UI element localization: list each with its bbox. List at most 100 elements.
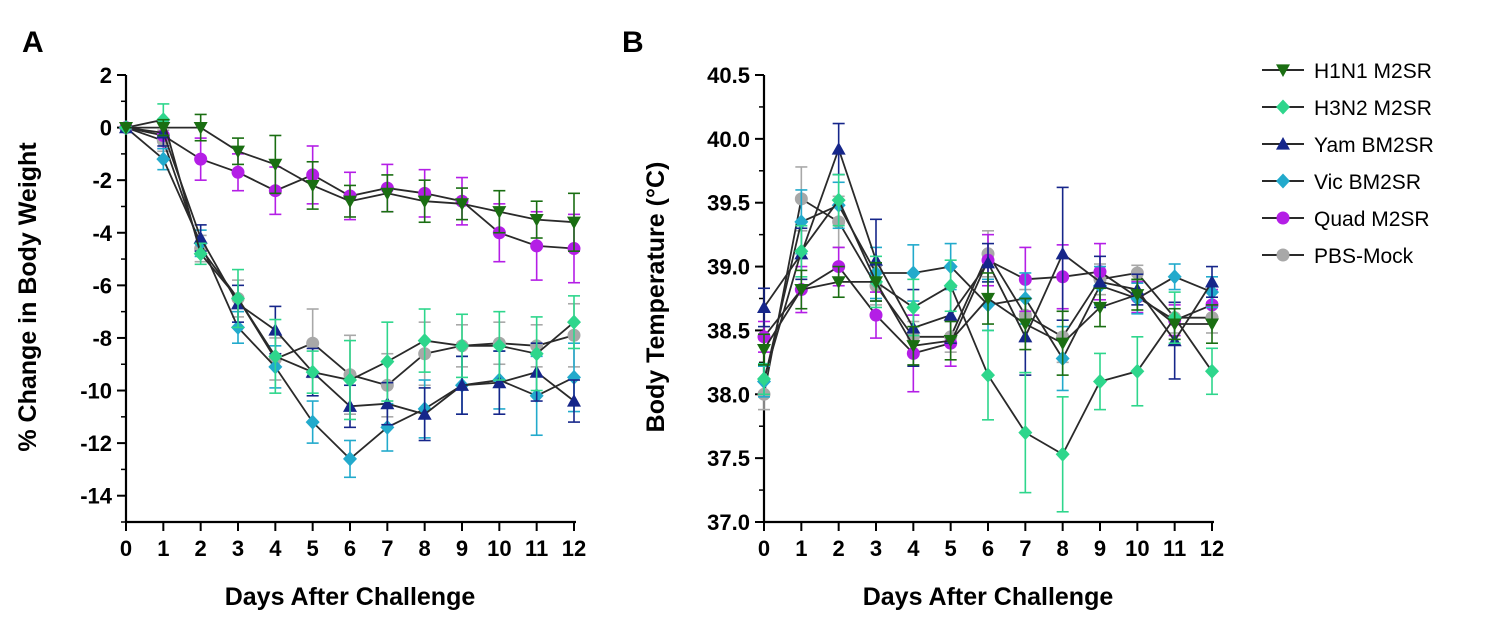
data-point (1130, 266, 1144, 280)
data-point (492, 375, 507, 389)
panel-a-y-tick-label: -12 (80, 431, 112, 456)
panel-label-b: B (622, 26, 644, 59)
legend-marker (1276, 64, 1290, 77)
data-point (455, 338, 469, 354)
data-point (906, 340, 921, 353)
panel-b-x-tick-label: 6 (982, 536, 994, 561)
data-point (567, 369, 581, 385)
legend-label: H1N1 M2SR (1314, 60, 1432, 83)
data-point (529, 214, 544, 227)
panel-a-x-tick-label: 0 (120, 536, 132, 561)
data-point (231, 145, 245, 159)
data-point (305, 179, 320, 193)
panel-a-y-tick-label: 0 (100, 116, 112, 141)
legend-label: Yam BM2SR (1314, 134, 1434, 157)
data-point (794, 243, 809, 259)
panel-b-x-tick-label: 7 (1019, 536, 1031, 561)
panel-b-y-tick-label: 40.5 (707, 63, 750, 88)
legend-item-yam-bm2sr: Yam BM2SR (1262, 134, 1434, 157)
legend-label: H3N2 M2SR (1314, 97, 1432, 120)
data-point (1018, 425, 1033, 441)
panel-b-x-tick-label: 1 (795, 536, 807, 561)
data-point (1130, 289, 1145, 302)
data-point (1205, 363, 1219, 379)
legend: H1N1 M2SR H3N2 M2SR Yam BM2SR Vic BM2SR Quad… (1262, 60, 1434, 268)
panel-b-y-tick-label: 39.5 (707, 191, 750, 216)
panel-a-x-tick-label: 3 (232, 536, 244, 561)
data-point (380, 419, 395, 435)
legend-marker (1276, 137, 1290, 150)
panel-a-x-tick-label: 9 (456, 536, 468, 561)
panel-a-x-tick-label: 11 (525, 536, 548, 561)
panel-b-chart: 40.540.039.539.038.538.037.537.00 1 2 3 4 5 6 7… (642, 63, 1224, 611)
panel-a-y-tick-label: 2 (100, 63, 112, 88)
legend-marker (1276, 211, 1290, 225)
panel-b-x-tick-label: 11 (1163, 536, 1186, 561)
data-point (757, 343, 771, 357)
data-point (530, 239, 544, 253)
data-point (794, 283, 809, 297)
data-point (231, 291, 245, 306)
data-point (567, 216, 581, 230)
legend-label: Quad M2SR (1314, 208, 1430, 231)
panel-b-y-axis-title: Body Temperature (°C) (642, 162, 670, 433)
data-point (529, 346, 544, 362)
panel-a-y-tick-label: -14 (80, 484, 113, 509)
data-point (1093, 274, 1107, 288)
data-point (193, 121, 208, 135)
panel-a-y-axis-title: % Change in Body Weight (14, 142, 42, 452)
legend-marker (1276, 248, 1290, 262)
data-point (943, 278, 958, 294)
data-point (380, 396, 395, 410)
legend-item-h3n2-m2sr: H3N2 M2SR (1262, 97, 1432, 120)
data-point (193, 246, 208, 262)
data-point (194, 152, 208, 166)
data-point (1205, 274, 1219, 288)
panel-b-x-tick-label: 4 (907, 536, 920, 561)
panel-label-a: A (22, 26, 44, 59)
data-point (757, 300, 771, 314)
data-point (906, 265, 921, 281)
data-point (1018, 318, 1033, 332)
data-point (1055, 446, 1070, 462)
legend-item-pbs-mock: PBS-Mock (1262, 245, 1414, 268)
data-point (869, 308, 883, 322)
data-point (1130, 363, 1145, 379)
legend-item-quad-m2sr: Quad M2SR (1262, 208, 1430, 231)
data-point (492, 206, 507, 219)
data-point (1093, 374, 1107, 390)
data-point (343, 451, 357, 467)
data-point (981, 367, 995, 383)
data-point (231, 165, 245, 179)
panel-b-x-tick-label: 9 (1094, 536, 1106, 561)
panel-b-x-tick-label: 12 (1200, 536, 1224, 561)
panel-a-x-tick-label: 12 (562, 536, 586, 561)
panel-a-x-tick-label: 2 (195, 536, 207, 561)
panel-b-series-h3n2-m2sr (757, 173, 1219, 513)
data-point (1093, 301, 1107, 315)
panel-a-series-h1n1-m2sr (119, 113, 581, 252)
data-point (268, 348, 283, 364)
panel-a-x-tick-label: 6 (344, 536, 356, 561)
panel-b-y-tick-label: 37.0 (707, 510, 750, 535)
legend-marker (1276, 173, 1290, 189)
data-point (119, 121, 133, 135)
panel-b-y-tick-label: 38.5 (707, 318, 750, 343)
panel-a-y-tick-label: -10 (80, 379, 112, 404)
data-point (567, 394, 581, 407)
data-point (1167, 269, 1182, 285)
data-point (869, 276, 883, 289)
data-point (492, 338, 507, 354)
data-point (1055, 246, 1070, 260)
data-point (981, 292, 995, 306)
data-point (156, 151, 171, 167)
data-point (343, 372, 357, 388)
panel-b-y-tick-label: 37.5 (707, 446, 750, 471)
panel-b-x-tick-label: 3 (870, 536, 882, 561)
panel-b-y-tick-label: 39.0 (707, 255, 750, 280)
legend-marker (1276, 99, 1290, 115)
panel-b-x-tick-label: 5 (945, 536, 957, 561)
panel-b-y-tick-label: 38.0 (707, 382, 750, 407)
data-point (417, 333, 432, 349)
panel-a-chart: 20-2-4-6-8-10-12-140 1 2 3 4 5 6 7 8 9 10 11 12Days … (14, 63, 586, 611)
